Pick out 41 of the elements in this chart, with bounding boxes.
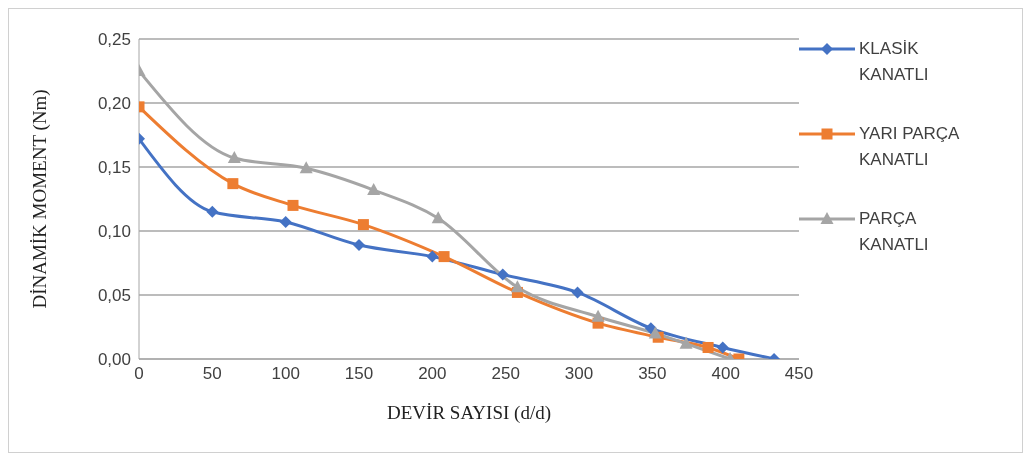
point xyxy=(496,268,509,281)
x-tick-label: 100 xyxy=(271,364,300,384)
point xyxy=(431,211,445,224)
x-axis-title: DEVİR SAYISI (d/d) xyxy=(387,402,551,424)
point xyxy=(279,216,292,229)
legend-label: KLASİK KANATLI xyxy=(859,38,929,86)
y-tick-label: 0,20 xyxy=(97,94,131,114)
point xyxy=(591,309,605,322)
point xyxy=(426,250,439,263)
x-tick-label: 50 xyxy=(202,364,222,384)
point xyxy=(702,341,714,353)
x-tick-label: 250 xyxy=(491,364,520,384)
point xyxy=(716,341,729,354)
y-tick-label: 0,15 xyxy=(97,158,131,178)
point xyxy=(648,326,662,339)
y-tick-label: 0,25 xyxy=(97,30,131,50)
point xyxy=(357,219,369,231)
y-tick-label: 0,10 xyxy=(97,222,131,242)
point xyxy=(353,239,365,252)
point xyxy=(510,280,524,293)
point xyxy=(571,286,584,299)
y-axis-title: DİNAMİK MOMENT (Nm) xyxy=(28,89,51,309)
point xyxy=(438,251,450,263)
point xyxy=(299,161,313,174)
point xyxy=(287,199,299,211)
point xyxy=(227,178,239,190)
point xyxy=(227,151,241,164)
y-tick-label: 0,05 xyxy=(97,286,131,306)
x-tick-label: 350 xyxy=(638,364,667,384)
x-tick-label: 450 xyxy=(784,364,814,384)
x-tick-label: 400 xyxy=(711,364,740,384)
x-tick-label: 0 xyxy=(134,364,144,384)
point xyxy=(367,183,381,196)
point xyxy=(206,205,219,218)
x-tick-label: 200 xyxy=(418,364,447,384)
legend-label: YARI PARÇA KANATLI xyxy=(859,123,960,171)
legend-label: PARÇA KANATLI xyxy=(859,208,929,256)
y-tick-label: 0,00 xyxy=(97,350,131,370)
x-tick-label: 300 xyxy=(564,364,594,384)
point xyxy=(679,336,693,349)
x-tick-label: 150 xyxy=(344,364,374,384)
